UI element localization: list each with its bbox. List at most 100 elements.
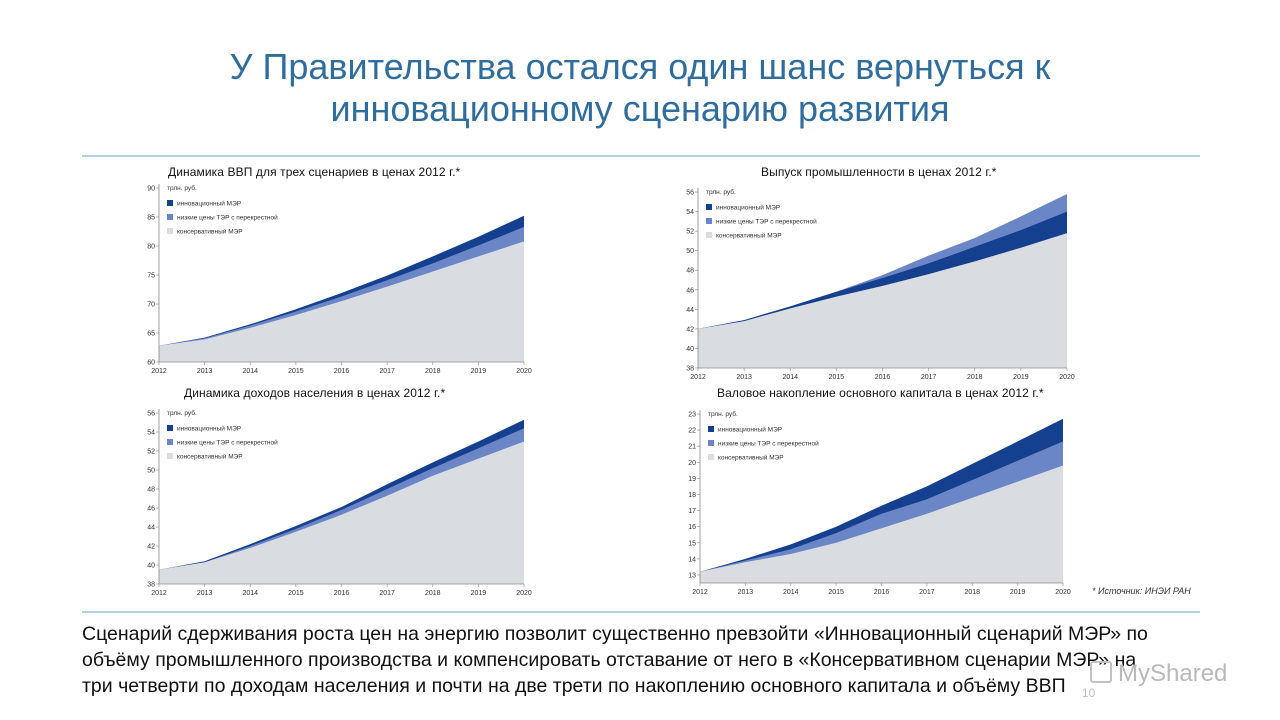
y-tick-label: 80 — [147, 244, 155, 251]
x-tick-label: 2012 — [692, 589, 708, 596]
legend-label: инновационный МЭР — [177, 425, 241, 433]
unit-label: трлн. руб. — [167, 409, 197, 417]
watermark-icon — [1090, 661, 1112, 683]
conclusion-text: Сценарий сдерживания роста цен на энерги… — [82, 623, 1148, 697]
legend-swatch — [167, 439, 173, 445]
page-number: 10 — [1082, 686, 1096, 700]
y-tick-label: 52 — [147, 449, 155, 456]
chart-title: Динамика доходов населения в ценах 2012 … — [184, 386, 446, 400]
x-tick-label: 2018 — [964, 589, 980, 596]
y-tick-label: 21 — [688, 444, 696, 451]
legend-label: низкие цены ТЭР с перекрестной — [177, 214, 278, 222]
legend-label: низкие цены ТЭР с перекрестной — [718, 440, 819, 448]
legend-swatch — [708, 426, 714, 432]
y-tick-label: 15 — [688, 540, 696, 547]
unit-label: трлн. руб. — [708, 410, 738, 418]
x-tick-label: 2012 — [151, 590, 167, 597]
y-tick-label: 52 — [686, 229, 694, 236]
series-area-3 — [698, 233, 1067, 368]
y-tick-label: 46 — [147, 506, 155, 513]
y-tick-label: 18 — [688, 492, 696, 499]
x-tick-label: 2019 — [471, 368, 487, 375]
legend-swatch — [167, 214, 173, 220]
y-tick-label: 40 — [686, 346, 694, 353]
watermark-text: MyShared — [1118, 660, 1228, 687]
y-tick-label: 75 — [147, 273, 155, 280]
legend-swatch — [706, 218, 712, 224]
y-tick-label: 19 — [688, 476, 696, 483]
legend-label: инновационный МЭР — [177, 200, 241, 208]
x-tick-label: 2014 — [242, 590, 258, 597]
industry-output-chart: Выпуск промышленности в ценах 2012 г.* 3… — [680, 162, 1080, 384]
legend-swatch — [706, 204, 712, 210]
chart-title: Динамика ВВП для трех сценариев в ценах … — [168, 165, 461, 179]
x-tick-label: 2013 — [197, 368, 213, 375]
x-tick-label: 2014 — [782, 374, 798, 381]
chart-title: Валовое накопление основного капитала в … — [717, 386, 1044, 400]
x-tick-label: 2019 — [1010, 589, 1026, 596]
y-tick-label: 48 — [147, 487, 155, 494]
legend-label: консервативный МЭР — [177, 228, 243, 236]
x-tick-label: 2012 — [690, 374, 706, 381]
unit-label: трлн. руб. — [706, 188, 736, 196]
y-tick-label: 20 — [688, 460, 696, 467]
slide-title: У Правительства остался один шанс вернут… — [80, 46, 1200, 130]
y-tick-label: 42 — [147, 544, 155, 551]
legend-label: низкие цены ТЭР с перекрестной — [716, 218, 817, 226]
slide-title-line2: инновационному сценарию развития — [330, 88, 950, 129]
y-tick-label: 85 — [147, 215, 155, 222]
y-tick-label: 56 — [686, 190, 694, 197]
chart-title: Выпуск промышленности в ценах 2012 г.* — [761, 165, 997, 179]
x-tick-label: 2017 — [921, 374, 937, 381]
x-tick-label: 2019 — [471, 590, 487, 597]
y-tick-label: 60 — [147, 360, 155, 367]
legend-label: консервативный МЭР — [177, 453, 243, 461]
chart-svg: 60 65 70 75 80 85 90 2012 2013 2014 2015 2016 2017 20… — [147, 184, 532, 375]
x-tick-label: 2017 — [379, 368, 395, 375]
x-tick-label: 2013 — [736, 374, 752, 381]
slide-title-line1: У Правительства остался один шанс вернут… — [229, 46, 1051, 87]
y-tick-label: 46 — [686, 287, 694, 294]
top-divider — [82, 155, 1200, 157]
x-tick-label: 2016 — [875, 374, 891, 381]
x-tick-label: 2013 — [197, 590, 213, 597]
bottom-divider — [82, 611, 1200, 613]
x-tick-label: 2018 — [425, 590, 441, 597]
x-tick-label: 2020 — [1055, 589, 1071, 596]
y-tick-label: 23 — [688, 412, 696, 419]
x-tick-label: 2018 — [967, 374, 983, 381]
y-tick-label: 56 — [147, 411, 155, 418]
legend-label: инновационный МЭР — [718, 426, 782, 434]
y-tick-label: 14 — [688, 556, 696, 563]
x-tick-label: 2018 — [425, 368, 441, 375]
x-tick-label: 2017 — [379, 590, 395, 597]
y-tick-label: 40 — [147, 563, 155, 570]
series-area-3 — [159, 241, 524, 362]
y-tick-label: 38 — [686, 366, 694, 373]
income-chart: Динамика доходов населения в ценах 2012 … — [140, 383, 540, 605]
x-tick-label: 2016 — [874, 589, 890, 596]
unit-label: трлн. руб. — [167, 184, 197, 192]
x-tick-label: 2016 — [334, 368, 350, 375]
watermark-logo: MyShared — [1090, 660, 1227, 688]
legend-label: консервативный МЭР — [716, 232, 782, 240]
y-tick-label: 50 — [147, 468, 155, 475]
y-tick-label: 13 — [688, 572, 696, 579]
y-tick-label: 54 — [686, 209, 694, 216]
x-tick-label: 2014 — [242, 368, 258, 375]
y-tick-label: 48 — [686, 268, 694, 275]
y-tick-label: 65 — [147, 331, 155, 338]
y-tick-label: 17 — [688, 508, 696, 515]
chart-svg: 38 40 42 44 46 48 50 52 54 56 2012 2013 2014 2015 2016… — [147, 409, 532, 597]
y-tick-label: 90 — [147, 186, 155, 193]
x-tick-label: 2020 — [516, 368, 532, 375]
series-area-3 — [159, 441, 524, 584]
x-tick-label: 2020 — [1059, 374, 1075, 381]
legend-swatch — [167, 200, 173, 206]
y-tick-label: 54 — [147, 430, 155, 437]
legend-label: инновационный МЭР — [716, 204, 780, 212]
legend-swatch — [167, 453, 173, 459]
legend-label: консервативный МЭР — [718, 454, 784, 462]
source-note: * Источник: ИНЭИ РАН — [1092, 586, 1191, 596]
y-tick-label: 44 — [686, 307, 694, 314]
